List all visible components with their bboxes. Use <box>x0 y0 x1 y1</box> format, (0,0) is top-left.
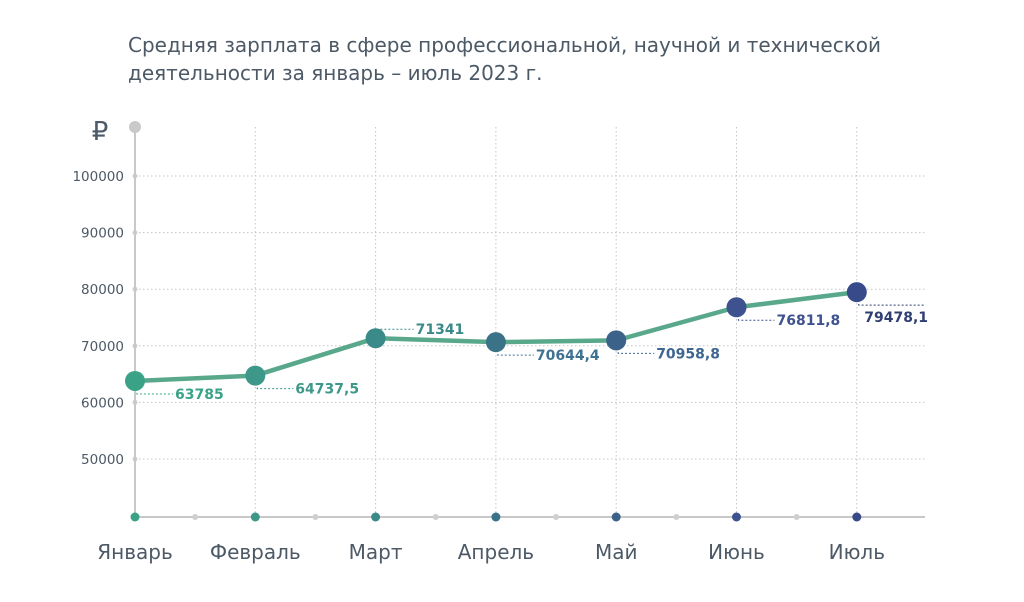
x-axis-marker <box>250 512 260 522</box>
x-tick-label: Февраль <box>210 540 301 564</box>
x-axis-marker <box>371 512 381 522</box>
x-axis-minor-marker <box>673 514 680 520</box>
x-tick-label: Июнь <box>708 540 765 564</box>
x-axis-minor-marker <box>432 514 439 520</box>
data-point <box>365 328 386 349</box>
leader-line <box>856 292 925 306</box>
y-tick-label: 90000 <box>81 226 124 242</box>
x-axis-marker <box>491 512 501 522</box>
y-tick-label: 100000 <box>72 169 124 185</box>
chart-title: Средняя зарплата в сфере профессионально… <box>128 33 882 85</box>
x-axis-marker <box>130 512 140 522</box>
x-tick-label: Апрель <box>458 540 534 564</box>
y-tick-label: 50000 <box>81 452 124 468</box>
data-label: 64737,5 <box>295 382 359 398</box>
x-axis-marker <box>611 512 621 522</box>
y-tick-label: 70000 <box>81 339 124 355</box>
x-tick-label: Март <box>349 540 403 564</box>
x-axis-minor-marker <box>312 514 319 520</box>
data-point <box>485 332 506 353</box>
data-label: 70958,8 <box>656 346 720 362</box>
data-point <box>846 282 867 303</box>
data-label: 79478,1 <box>864 310 928 326</box>
y-axis-top-cap <box>129 121 141 133</box>
data-label: 71341 <box>416 322 465 338</box>
data-label: 76811,8 <box>777 313 841 329</box>
x-axis-marker <box>732 512 741 522</box>
x-tick-label: Январь <box>97 540 173 564</box>
y-tick-label: 60000 <box>81 395 124 411</box>
data-point <box>245 365 266 386</box>
data-point <box>606 330 627 351</box>
data-point <box>726 297 747 318</box>
x-axis-minor-marker <box>553 514 560 520</box>
y-tick-label: 80000 <box>81 282 124 298</box>
x-axis-marker <box>852 512 862 522</box>
data-label: 70644,4 <box>536 348 600 364</box>
x-axis-minor-marker <box>192 514 199 520</box>
data-label: 63785 <box>175 387 224 403</box>
x-tick-label: Июль <box>829 540 885 564</box>
data-point <box>125 370 145 391</box>
x-tick-label: Май <box>595 540 638 564</box>
x-axis-minor-marker <box>793 514 800 520</box>
y-axis-unit-label: ₽ <box>92 117 109 147</box>
